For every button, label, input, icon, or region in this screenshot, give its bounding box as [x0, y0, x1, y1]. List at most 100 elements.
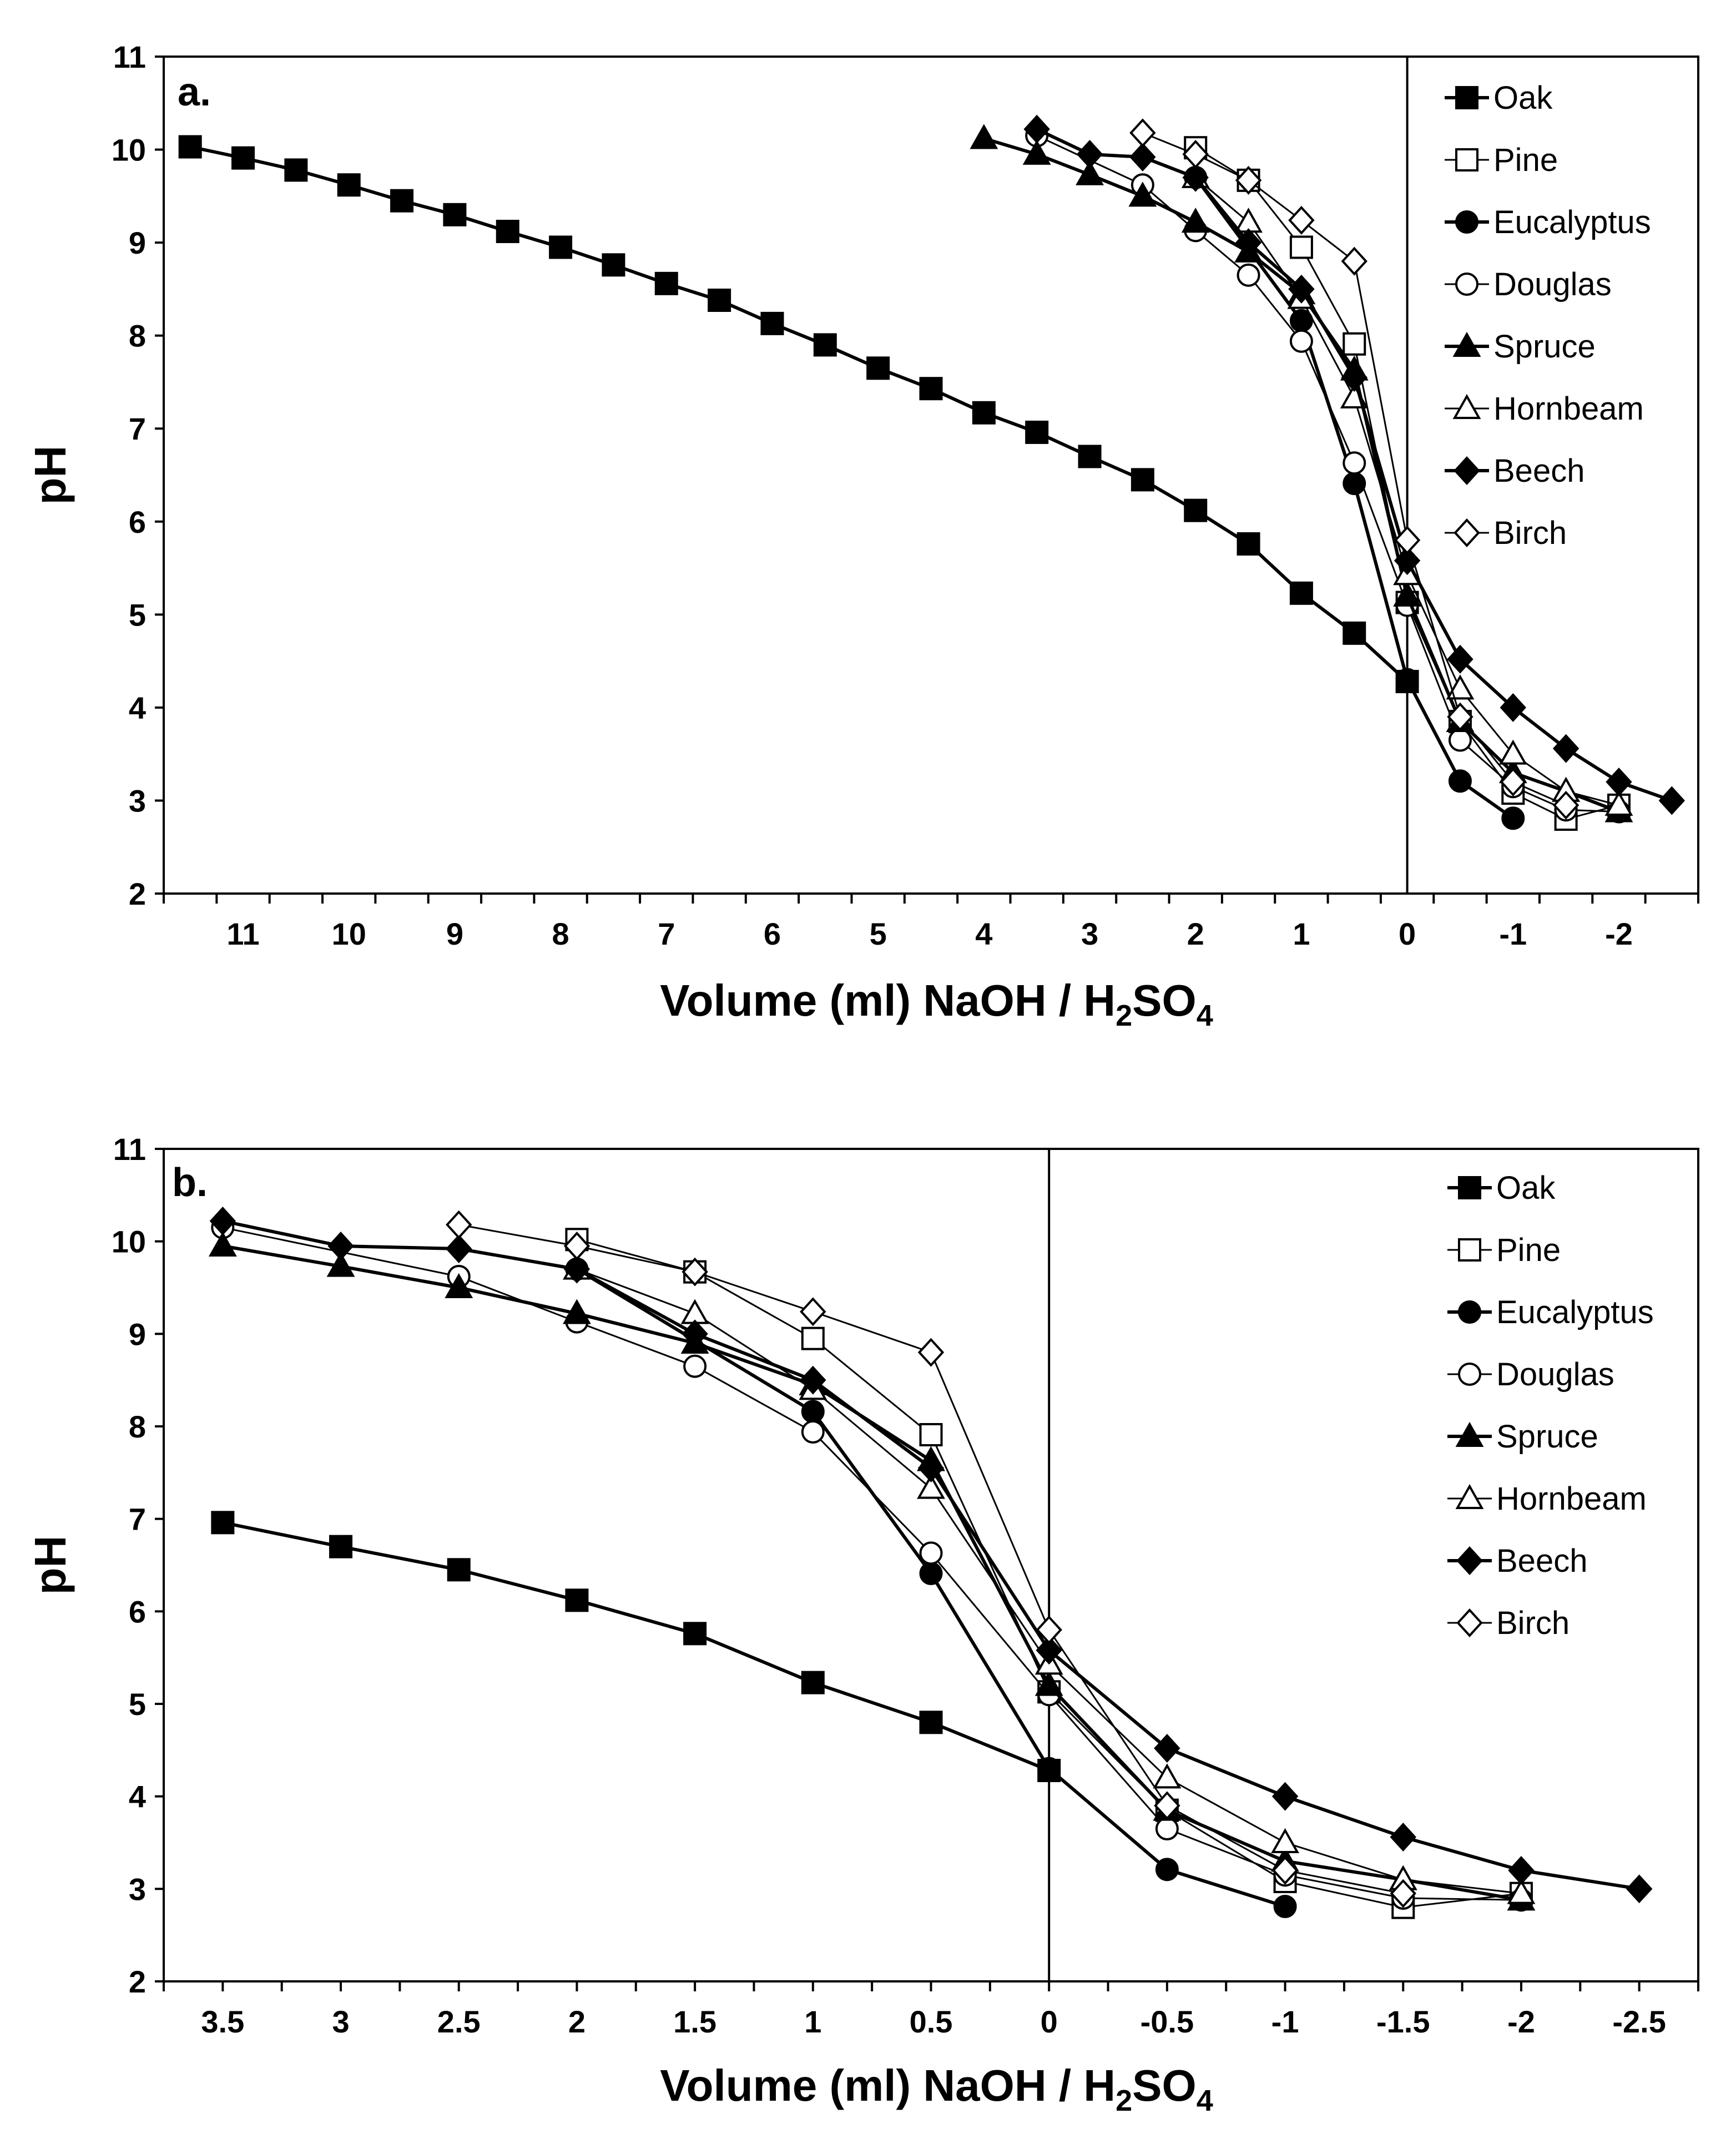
pine-point-2	[1289, 235, 1313, 259]
legend-label: Hornbeam	[1493, 391, 1644, 427]
y-tick-label: 10	[112, 1224, 146, 1259]
legend-eucalyptus-point-0	[1458, 1300, 1481, 1324]
oak-point-1	[231, 146, 255, 170]
legend-label: Douglas	[1493, 266, 1612, 302]
legend-item-eucalyptus: Eucalyptus	[1445, 204, 1651, 240]
legend-item-birch: Birch	[1447, 1605, 1570, 1641]
birch-point-6	[1154, 1791, 1180, 1820]
x-tick-label: 9	[446, 916, 463, 951]
x-tick-label: -1.5	[1376, 2004, 1430, 2039]
panel-label: a.	[178, 70, 211, 114]
spruce-point-2	[1076, 160, 1104, 185]
birch-point-1	[563, 1232, 591, 1260]
series-douglas	[211, 1215, 1533, 1912]
pine-point-3	[1343, 332, 1366, 356]
beech-point-2	[1129, 142, 1156, 171]
beech-point-3	[1182, 163, 1209, 192]
x-tick-label: 3	[1081, 916, 1098, 951]
beech-point-10	[1552, 734, 1579, 763]
legend-douglas-point-0	[1458, 1363, 1481, 1386]
legend-item-pine: Pine	[1447, 1232, 1561, 1268]
series-line-douglas	[223, 1227, 1521, 1901]
y-tick-label: 2	[129, 1964, 146, 1999]
eucalyptus-point-3	[1037, 1757, 1061, 1780]
birch-point-0	[446, 1210, 472, 1239]
series-beech	[209, 1207, 1653, 1904]
oak-point-4	[683, 1622, 707, 1646]
x-axis-title: Volume (ml) NaOH / H2SO4	[660, 2061, 1213, 2117]
x-tick-label: -1	[1271, 2004, 1299, 2039]
hornbeam-point-3	[917, 1474, 945, 1499]
y-tick-label: 2	[129, 876, 146, 911]
x-tick-label: 5	[870, 916, 887, 951]
x-tick-label: 1	[804, 2004, 821, 2039]
beech-point-4	[682, 1319, 708, 1349]
x-tick-label: -2	[1605, 916, 1633, 951]
beech-point-6	[1341, 363, 1367, 392]
legend-label: Eucalyptus	[1493, 204, 1651, 240]
birch-point-5	[1394, 526, 1421, 555]
series-line-oak	[222, 1521, 1050, 1772]
oak-point-8	[602, 253, 625, 277]
birch-point-7	[1271, 1856, 1299, 1885]
legend-label: Oak	[1493, 80, 1553, 116]
hornbeam-point-8	[1604, 790, 1633, 816]
legend-birch-point-0	[1454, 518, 1480, 547]
beech-point-4	[1235, 228, 1262, 258]
birch-point-4	[917, 1338, 945, 1367]
series-eucalyptus	[1184, 165, 1525, 830]
x-tick-label: -2.5	[1612, 2004, 1666, 2039]
legend-item-birch: Birch	[1445, 515, 1567, 551]
legend-item-hornbeam: Hornbeam	[1445, 391, 1644, 427]
y-tick-label: 3	[129, 1871, 146, 1906]
series-line-oak	[190, 145, 1409, 683]
eucalyptus-point-4	[1155, 1858, 1179, 1881]
oak-point-9	[654, 271, 678, 295]
legend-label: Pine	[1496, 1232, 1561, 1268]
oak-point-3	[565, 1588, 589, 1612]
hornbeam-point-5	[1446, 674, 1475, 700]
oak-point-20	[1237, 532, 1260, 556]
legend-label: Oak	[1496, 1170, 1556, 1206]
beech-point-10	[1390, 1823, 1416, 1852]
legend-hornbeam-point-0	[1455, 1484, 1484, 1509]
oak-point-6	[496, 220, 519, 244]
legend-item-eucalyptus: Eucalyptus	[1447, 1294, 1654, 1330]
douglas-point-4	[1289, 329, 1313, 353]
douglas-point-5	[1343, 451, 1366, 475]
legend-douglas-point-0	[1455, 273, 1478, 296]
beech-point-12	[1658, 786, 1685, 815]
hornbeam-point-6	[1498, 739, 1527, 765]
x-tick-label: 0.5	[910, 2004, 953, 2039]
birch-point-2	[682, 1257, 708, 1287]
oak-point-1	[329, 1535, 353, 1558]
legend-item-douglas: Douglas	[1445, 266, 1612, 302]
birch-point-3	[800, 1297, 826, 1326]
legend-label: Birch	[1496, 1605, 1570, 1641]
x-tick-label: 0	[1041, 2004, 1058, 2039]
birch-point-0	[1129, 118, 1156, 148]
legend-item-oak: Oak	[1445, 80, 1553, 116]
legend-label: Douglas	[1496, 1356, 1614, 1393]
oak-point-0	[178, 135, 202, 159]
oak-point-15	[972, 401, 996, 425]
eucalyptus-point-4	[1448, 769, 1472, 793]
legend-item-oak: Oak	[1447, 1170, 1556, 1206]
y-tick-label: 9	[129, 225, 146, 260]
y-tick-label: 5	[129, 1687, 146, 1722]
eucalyptus-point-5	[1501, 806, 1525, 830]
series-birch	[1129, 118, 1579, 820]
y-tick-label: 7	[129, 411, 146, 446]
oak-point-0	[211, 1511, 235, 1535]
eucalyptus-point-1	[801, 1400, 825, 1424]
eucalyptus-point-5	[1273, 1895, 1297, 1918]
oak-point-2	[284, 158, 308, 182]
hornbeam-point-8	[1507, 1879, 1536, 1904]
legend-item-douglas: Douglas	[1447, 1356, 1614, 1393]
beech-point-2	[446, 1234, 472, 1263]
eucalyptus-point-3	[1395, 668, 1419, 692]
oak-point-21	[1289, 581, 1313, 605]
x-tick-label: 8	[552, 916, 569, 951]
legend-item-spruce: Spruce	[1447, 1419, 1598, 1455]
birch-point-4	[1341, 246, 1367, 276]
